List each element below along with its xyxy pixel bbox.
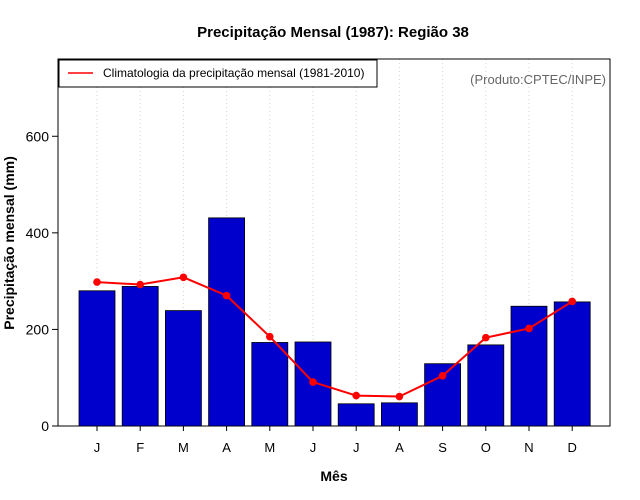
climatology-point-5 xyxy=(266,332,274,341)
legend: Climatologia da precipitação mensal (198… xyxy=(58,59,378,88)
climatology-point-2 xyxy=(136,280,144,289)
climatology-point-8 xyxy=(395,392,404,401)
climatology-line xyxy=(96,276,573,398)
y-tick-label: 0 xyxy=(41,418,49,434)
climatology-point-10 xyxy=(482,333,490,342)
x-tick-label: M xyxy=(178,440,189,455)
bar-10 xyxy=(467,344,505,427)
climatology-point-11 xyxy=(525,324,533,333)
chart-title: Precipitação Mensal (1987): Região 38 xyxy=(197,24,469,41)
y-axis: 0 200 400 600 xyxy=(26,128,58,434)
climatology-point-4 xyxy=(222,291,231,300)
x-tick-label: A xyxy=(222,440,231,455)
x-tick-label: O xyxy=(481,440,491,455)
bar-5 xyxy=(251,342,289,427)
legend-box xyxy=(58,59,378,88)
x-tick-label: J xyxy=(353,440,360,455)
bar-7 xyxy=(337,403,375,427)
bar-1 xyxy=(78,290,116,427)
x-tick-label: D xyxy=(568,440,577,455)
x-tick-label: M xyxy=(264,440,275,455)
climatology-series xyxy=(93,273,576,401)
legend-label: Climatologia da precipitação mensal (198… xyxy=(103,66,364,80)
y-tick-label: 600 xyxy=(26,128,50,144)
y-axis-title: Precipitação mensal (mm) xyxy=(1,156,17,330)
y-tick-label: 200 xyxy=(26,321,50,337)
climatology-point-12 xyxy=(568,297,576,306)
bar-11 xyxy=(510,305,548,427)
y-tick-label: 400 xyxy=(26,225,50,241)
bar-4 xyxy=(208,217,246,427)
climatology-point-1 xyxy=(93,278,101,286)
climatology-point-3 xyxy=(179,273,188,282)
x-tick-label: N xyxy=(524,440,533,455)
x-tick-label: A xyxy=(395,440,404,455)
bar-3 xyxy=(164,310,202,427)
climatology-point-6 xyxy=(309,378,317,386)
climatology-point-9 xyxy=(438,371,447,380)
x-tick-label: S xyxy=(438,440,447,455)
bar-12 xyxy=(553,301,591,427)
climatology-point-7 xyxy=(352,391,361,400)
bar-series xyxy=(78,217,591,427)
x-tick-label: J xyxy=(310,440,317,455)
x-axis-title: Mês xyxy=(320,468,347,484)
source-credit: (Produto:CPTEC/INPE) xyxy=(470,72,606,87)
x-tick-label: J xyxy=(94,440,101,455)
x-tick-label: F xyxy=(136,440,144,455)
bar-2 xyxy=(121,286,159,427)
plot-frame xyxy=(57,58,611,427)
bar-8 xyxy=(380,402,418,427)
